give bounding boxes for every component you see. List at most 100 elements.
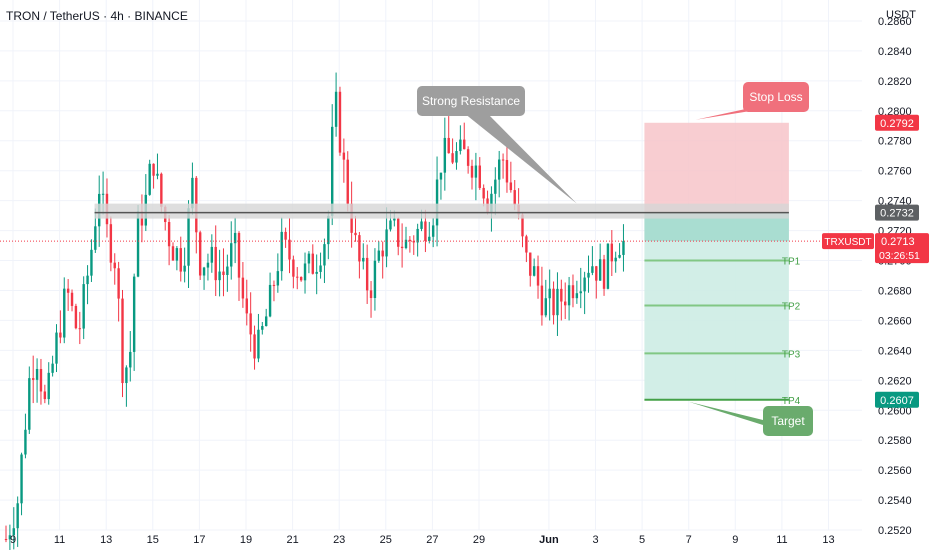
candle-body — [482, 187, 485, 199]
candle-body — [463, 139, 466, 150]
candle-body — [261, 326, 264, 330]
candle-body — [474, 165, 478, 178]
candle-body — [187, 208, 190, 266]
candle-body — [218, 271, 221, 281]
candle-body — [167, 222, 171, 247]
candle-body — [338, 91, 342, 153]
candle-body — [272, 284, 276, 286]
time-axis[interactable]: 9 11 13 15 17 19 21 23 25 27 29 Jun 3 5 7 9 11 13 — [10, 534, 835, 546]
candle-body — [521, 214, 524, 237]
entry-price-tag: 0.2732 — [875, 204, 919, 221]
candle-body — [206, 262, 210, 268]
candle-body — [385, 229, 388, 257]
candle-body — [210, 246, 214, 263]
candle-body — [90, 249, 93, 276]
candle-body — [548, 288, 551, 299]
symbol-tag-box — [822, 233, 874, 250]
candle-body — [334, 91, 338, 127]
candle-body — [591, 266, 594, 273]
target-price-tag-text: 0.2607 — [880, 395, 914, 407]
strong-resistance-label: Strong Resistance — [417, 86, 577, 204]
candle-body — [342, 152, 346, 160]
candle-body — [428, 236, 431, 242]
last-price-tag: TRXUSDT 0.2713 03:26:51 — [822, 233, 929, 264]
y-tick-label: 0.2820 — [878, 76, 912, 88]
stop-price-tag-text: 0.2792 — [880, 118, 914, 130]
candle-body — [443, 137, 447, 173]
x-tick-label: 3 — [592, 534, 598, 546]
y-tick-label: 0.2620 — [878, 375, 912, 387]
candle-body — [12, 528, 15, 536]
candle-body — [606, 243, 610, 289]
candle-body — [191, 177, 194, 209]
x-tick-label: 29 — [473, 534, 485, 546]
candle-body — [257, 329, 260, 359]
candle-body — [171, 246, 175, 261]
candle-body — [466, 149, 470, 166]
candle-body — [78, 328, 81, 330]
candle-body — [222, 271, 225, 275]
candle-body — [20, 454, 23, 504]
candles — [4, 72, 625, 550]
candle-body — [571, 285, 575, 299]
y-tick-label: 0.2520 — [878, 525, 912, 537]
candle-body — [459, 139, 462, 152]
resistance-band — [94, 203, 789, 219]
candle-body — [579, 291, 582, 294]
target-label: Target — [688, 401, 813, 436]
candle-body — [497, 159, 501, 180]
candle-body — [148, 163, 151, 195]
candle-body — [121, 298, 124, 384]
x-tick-label: 11 — [54, 534, 65, 546]
strong-resistance-label-pointer — [459, 109, 577, 204]
stop-loss-label-text: Stop Loss — [749, 90, 802, 104]
candle-body — [567, 285, 571, 306]
take-profit-label: TP3 — [782, 349, 801, 360]
y-tick-label: 0.2860 — [878, 16, 912, 28]
candle-body — [82, 284, 85, 329]
price-axis[interactable]: 0.2520 0.2540 0.2560 0.2580 0.2600 0.2620 0.26… — [822, 16, 929, 537]
candle-body — [327, 215, 330, 245]
candle-body — [51, 363, 54, 373]
x-tick-label: 19 — [240, 534, 252, 546]
x-tick-label: 15 — [147, 534, 159, 546]
candle-body — [408, 239, 412, 242]
candle-body — [284, 231, 287, 240]
candle-body — [268, 284, 272, 317]
countdown-text: 03:26:51 — [879, 250, 920, 262]
candle-body — [132, 276, 136, 352]
candle-body — [470, 165, 474, 178]
target-price-tag-box — [875, 391, 919, 408]
candle-body — [369, 290, 373, 298]
candle-body — [544, 298, 547, 316]
candle-body — [319, 265, 322, 272]
candle-body — [109, 224, 113, 263]
candle-body — [610, 243, 614, 262]
candle-body — [412, 241, 415, 243]
chart-title: TRON / TetherUS · 4h · BINANCE — [6, 9, 188, 23]
candle-body — [276, 271, 280, 286]
candle-body — [183, 265, 186, 272]
x-tick-label: 23 — [333, 534, 345, 546]
overlays: TP1 TP2 TP3 TP4 — [0, 203, 862, 407]
candle-body — [226, 266, 229, 275]
target-label-pointer — [688, 401, 800, 429]
candle-body — [397, 218, 400, 247]
y-tick-label: 0.2680 — [878, 285, 912, 297]
candle-body — [280, 231, 283, 272]
x-tick-label: 9 — [732, 534, 738, 546]
candle-body — [241, 277, 245, 299]
candle-body — [505, 159, 509, 183]
candle-body — [175, 248, 179, 261]
candle-body — [377, 250, 381, 261]
x-tick-label: 11 — [776, 534, 787, 546]
candle-body — [296, 276, 299, 278]
candle-body — [447, 137, 450, 154]
last-price-text: 0.2713 — [881, 236, 915, 248]
candle-body — [532, 266, 536, 276]
candle-body — [307, 253, 311, 264]
x-tick-label: 7 — [686, 534, 692, 546]
x-tick-label: 9 — [10, 534, 16, 546]
candle-body — [35, 368, 39, 380]
